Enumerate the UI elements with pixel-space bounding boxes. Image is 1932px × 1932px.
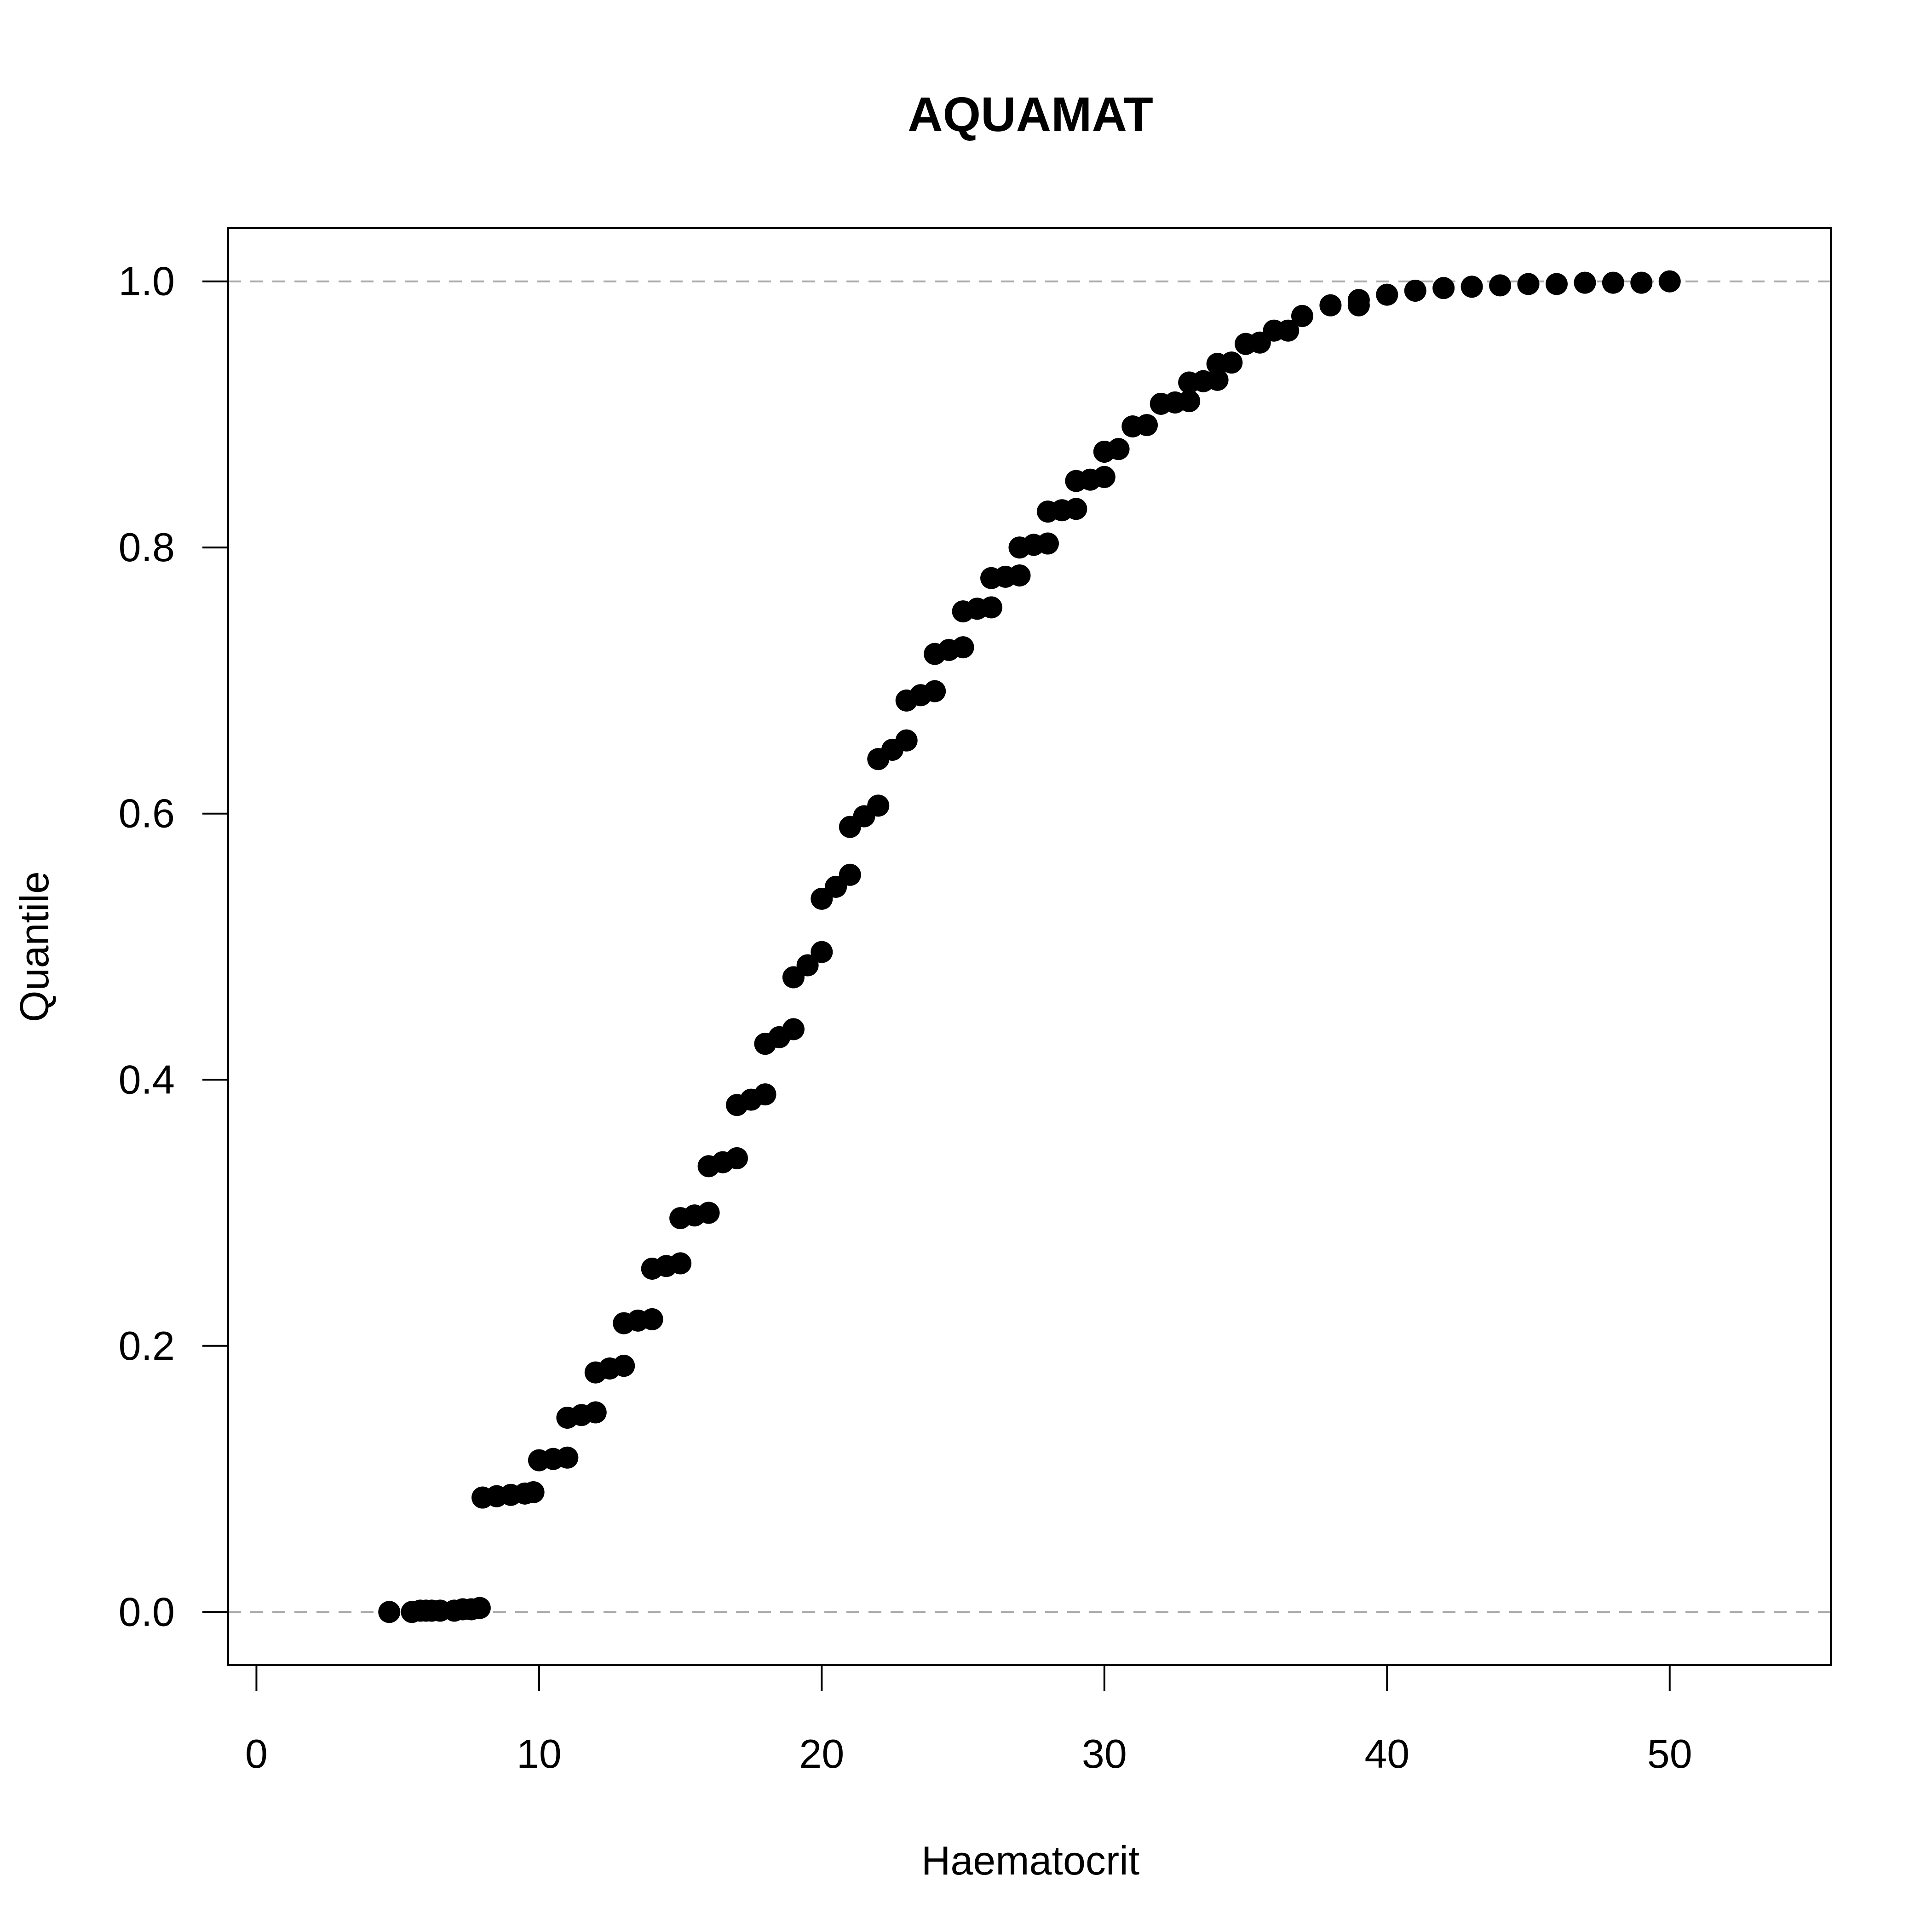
data-point [1658, 270, 1681, 293]
data-point [782, 1018, 805, 1041]
data-point [924, 680, 946, 702]
data-point [895, 729, 918, 752]
data-points [378, 270, 1681, 1623]
data-point [726, 1147, 748, 1169]
x-tick-label: 40 [1364, 1731, 1409, 1777]
data-point [1574, 271, 1596, 294]
data-point [796, 954, 819, 977]
data-point [1277, 319, 1300, 342]
x-tick-label: 0 [245, 1731, 268, 1777]
data-point [1376, 283, 1398, 306]
data-point [1036, 532, 1059, 555]
y-tick-label: 0.2 [119, 1323, 175, 1368]
data-point [378, 1601, 401, 1623]
data-point [1460, 276, 1483, 298]
x-axis-label: Haematocrit [921, 1838, 1139, 1883]
data-point [1206, 368, 1229, 391]
reference-lines [228, 280, 1831, 1613]
y-tick-label: 0.6 [119, 791, 175, 836]
data-point [1136, 414, 1158, 437]
plot-frame [227, 227, 1832, 1666]
data-point [1065, 498, 1087, 520]
data-point [522, 1481, 545, 1503]
x-tick-label: 50 [1647, 1731, 1692, 1777]
data-point [1347, 294, 1370, 316]
data-point [641, 1308, 663, 1330]
y-tick-label: 0.8 [119, 524, 175, 570]
data-point [1517, 273, 1540, 295]
data-point [1220, 351, 1243, 374]
data-point [754, 1083, 776, 1106]
data-point [839, 863, 861, 886]
data-point [697, 1202, 720, 1224]
data-point [811, 941, 833, 963]
y-axis: 0.0 0.2 0.4 0.6 0.8 1.0 [119, 259, 229, 1634]
data-point [952, 636, 974, 659]
data-point [1107, 438, 1130, 460]
data-point [584, 1401, 607, 1424]
data-point [980, 596, 1003, 619]
data-point [1291, 305, 1313, 327]
x-tick-label: 20 [799, 1731, 844, 1777]
x-axis: 0 10 20 30 40 50 [245, 1664, 1692, 1777]
data-point [613, 1355, 635, 1377]
data-point [1404, 279, 1426, 302]
chart-title: AQUAMAT [908, 87, 1153, 142]
y-axis-label: Quantile [12, 871, 57, 1022]
y-tick-label: 0.4 [119, 1057, 175, 1102]
data-point [867, 794, 890, 817]
data-point [1602, 271, 1624, 294]
data-point [468, 1597, 491, 1619]
y-tick-label: 1.0 [119, 259, 175, 304]
x-tick-label: 10 [517, 1731, 562, 1777]
data-point [1489, 274, 1512, 297]
data-point [556, 1446, 579, 1469]
data-point [1319, 294, 1342, 316]
data-point [1178, 390, 1201, 413]
x-tick-label: 30 [1082, 1731, 1127, 1777]
data-point [1093, 466, 1116, 488]
data-point [1545, 273, 1568, 295]
y-tick-label: 0.0 [119, 1589, 175, 1634]
data-point [1008, 564, 1031, 586]
data-point [669, 1252, 692, 1275]
data-point [1630, 271, 1653, 294]
data-point [1432, 277, 1455, 299]
